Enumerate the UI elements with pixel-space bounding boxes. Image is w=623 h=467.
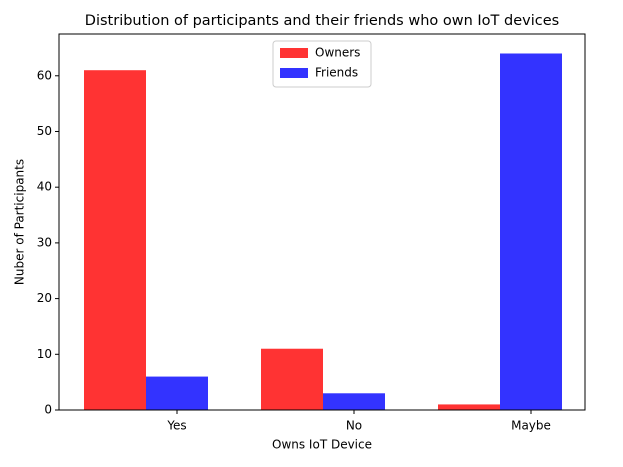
y-axis-label: Nuber of Participants [13,159,27,285]
legend-label: Owners [315,46,360,60]
x-tick-label: Maybe [511,419,551,433]
x-tick-label: Yes [166,419,186,433]
y-tick-label: 20 [37,291,52,305]
bar [146,376,208,410]
bar [84,70,146,411]
bar [261,348,323,410]
chart-title: Distribution of participants and their f… [85,13,559,29]
x-tick-label: No [346,419,362,433]
y-tick-label: 30 [37,235,52,249]
bar [438,404,500,410]
plot-frame [58,33,586,411]
y-tick-label: 60 [37,68,52,82]
legend-label: Friends [315,66,358,80]
bar [323,393,385,410]
y-tick-label: 50 [37,124,52,138]
legend-swatch [280,68,308,78]
x-axis-label: Owns IoT Device [272,438,372,452]
bar [500,53,562,410]
y-tick-label: 10 [37,347,52,361]
y-tick-label: 40 [37,180,52,194]
legend-swatch [280,48,308,58]
y-tick-label: 0 [44,403,52,417]
